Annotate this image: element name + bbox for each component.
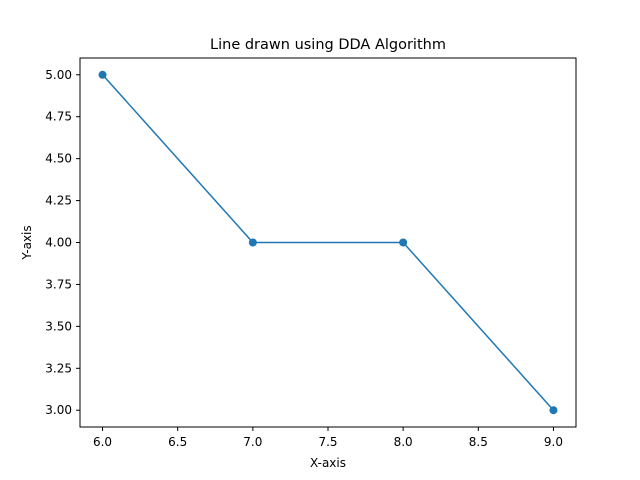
x-axis-title: X-axis: [310, 456, 346, 470]
y-axis-ticks: 3.00 3.25 3.50 3.75 4.00 4.25 4.50 4.75 5.00: [45, 68, 80, 417]
y-tick-label: 3.00: [45, 403, 72, 417]
y-tick-label: 4.00: [45, 236, 72, 250]
x-axis-ticks: 6.0 6.5 7.0 7.5 8.0 8.5 9.0: [93, 427, 563, 449]
y-tick-label: 4.50: [45, 152, 72, 166]
y-tick-label: 4.75: [45, 110, 72, 124]
y-tick-label: 3.50: [45, 319, 72, 333]
y-tick-label: 5.00: [45, 68, 72, 82]
series-line: [101, 74, 555, 411]
data-point-marker: [248, 238, 257, 247]
y-tick-label: 3.75: [45, 277, 72, 291]
y-tick-label: 3.25: [45, 361, 72, 375]
x-tick-label: 6.5: [168, 435, 187, 449]
y-tick-label: 4.25: [45, 194, 72, 208]
x-tick-label: 8.5: [469, 435, 488, 449]
data-point-marker: [399, 238, 408, 247]
x-tick-label: 6.0: [93, 435, 112, 449]
x-tick-label: 7.5: [318, 435, 337, 449]
y-axis-title: Y-axis: [20, 225, 34, 260]
x-tick-label: 9.0: [544, 435, 563, 449]
x-tick-label: 8.0: [394, 435, 413, 449]
x-tick-label: 7.0: [243, 435, 262, 449]
chart-title: Line drawn using DDA Algorithm: [210, 37, 446, 53]
series-layer: [98, 70, 558, 415]
data-point-marker: [98, 70, 107, 79]
data-point-marker: [549, 406, 558, 415]
